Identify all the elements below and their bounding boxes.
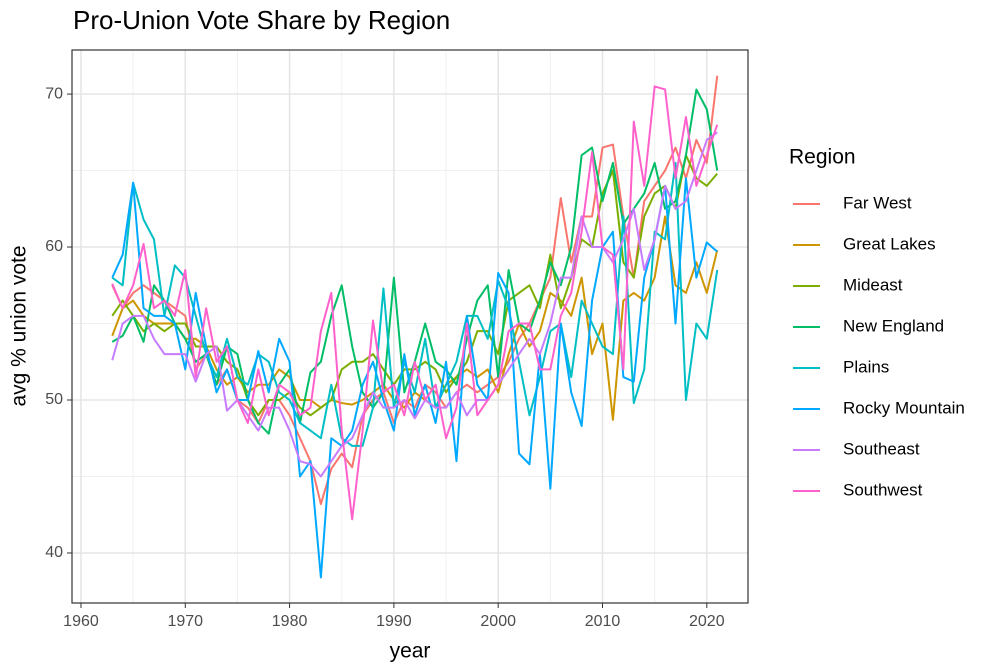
x-tick-label: 1960: [63, 613, 99, 630]
series-line: [111, 161, 719, 447]
legend-label: Southwest: [843, 480, 923, 499]
legend-label: Great Lakes: [843, 234, 936, 253]
legend-label: Plains: [843, 357, 889, 376]
x-tick-label: 2000: [480, 613, 516, 630]
series-line: [111, 177, 718, 579]
legend-label: Mideast: [843, 275, 903, 294]
plot-border: [71, 49, 749, 604]
legend-label: Rocky Mountain: [843, 398, 965, 417]
legend-label: New England: [843, 316, 944, 335]
x-tick-label: 1980: [272, 613, 308, 630]
y-tick-label: 60: [45, 238, 63, 255]
series-line: [111, 85, 719, 521]
chart-title: Pro-Union Vote Share by Region: [73, 5, 450, 35]
y-axis-label: avg % union vote: [8, 245, 31, 406]
legend-label: Far West: [843, 193, 912, 212]
x-tick-label: 1990: [376, 613, 412, 630]
x-axis-label: year: [390, 640, 431, 663]
x-tick-label: 1970: [167, 613, 203, 630]
x-tick-label: 2010: [585, 613, 621, 630]
y-tick-label: 40: [45, 544, 63, 561]
legend-title: Region: [789, 146, 856, 169]
legend-label: Southeast: [843, 439, 920, 458]
x-tick-label: 2020: [689, 613, 725, 630]
y-tick-label: 70: [45, 85, 63, 102]
y-tick-label: 50: [45, 391, 63, 408]
